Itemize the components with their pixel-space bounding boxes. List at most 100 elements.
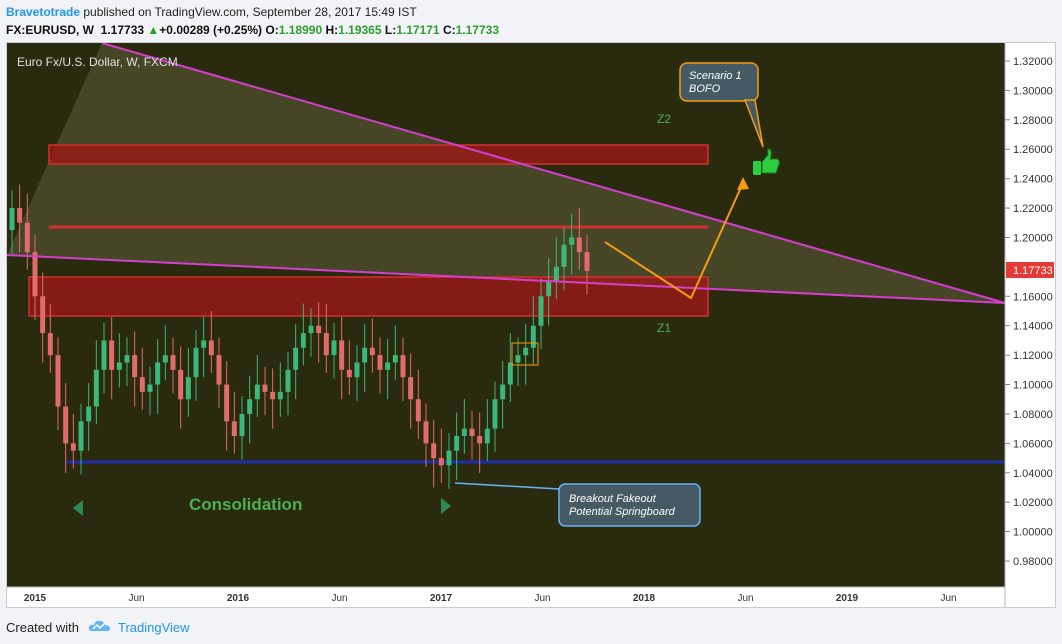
candle-body [216,355,222,385]
thumbs-up-icon [753,148,780,175]
price-chart[interactable]: Euro Fx/U.S. Dollar, W, FXCM Z2 Z1 Conso… [7,43,1055,607]
price-tick-label: 1.02000 [1013,497,1053,509]
candle-body [193,347,199,378]
candle-body [569,237,575,245]
lower-trendline [7,254,1006,304]
low-label: L: [384,23,397,37]
time-tick-label: Jun [534,593,550,604]
candle-body [308,325,314,334]
scenario-path-arrow [604,182,744,300]
price-tick-label: 1.10000 [1013,380,1053,392]
candle-body [147,384,153,392]
candle-body [369,347,375,356]
candle-body [339,340,345,370]
candle-body [262,384,268,392]
publish-line: Bravetotrade published on TradingView.co… [6,5,417,19]
time-tick-label: Jun [331,593,347,604]
price-tick-label: 1.06000 [1013,438,1053,450]
price-tick-label: 0.98000 [1013,556,1053,568]
scenario-callout-pointer [743,99,764,148]
price-tick-label: 1.14000 [1013,321,1053,333]
bofo-text: BOFO [689,83,721,95]
candle-body [63,406,69,444]
price-axis[interactable]: 1.32000 1.30000 1.28000 1.26000 1.24000 1.220… [1005,56,1053,568]
price-tick-label: 1.26000 [1013,144,1053,156]
time-tick-label: 2016 [227,593,250,604]
candle-body [408,377,414,400]
tradingview-logo-icon[interactable] [88,618,112,634]
candle-body [576,237,582,253]
time-axis[interactable]: 2015 Jun 2016 Jun 2017 Jun 2018 Jun 2019 Jun [24,593,957,604]
candle-body [293,347,299,370]
candle-body [201,340,207,348]
price-tick-label: 1.08000 [1013,409,1053,421]
zone-label-z2: Z2 [657,112,671,126]
candle-body [362,347,368,363]
candle-body [224,384,230,422]
left-arrow-icon [73,500,83,516]
open-value: 1.18990 [278,23,323,37]
candle-body [32,252,38,297]
open-label: O: [265,23,279,37]
zone-label-z1: Z1 [657,321,671,335]
candle-body [162,355,168,363]
right-arrow-icon [441,498,451,514]
price-tick-label: 1.22000 [1013,203,1053,215]
price-tick-label: 1.12000 [1013,350,1053,362]
candle-body [454,436,460,451]
candle-body [277,391,283,400]
candle-body [185,377,191,400]
candle-body [93,369,99,407]
candle-body [553,266,559,282]
arrow-head-icon [737,177,749,190]
candle-body [546,281,552,297]
candle-body [346,369,352,378]
chart-container[interactable]: Euro Fx/U.S. Dollar, W, FXCM Z2 Z1 Conso… [6,42,1056,608]
candle-body [239,413,245,436]
candle-body [500,384,506,400]
candle-body [507,362,513,385]
last-price: 1.17733 [100,23,145,37]
candle-body [47,333,53,356]
time-tick-label: Jun [737,593,753,604]
breakout-fakeout-text: Breakout Fakeout [569,493,657,505]
candle-body [469,428,475,436]
candle-body [55,355,61,407]
candle-body [484,428,490,444]
triangle-pattern-fill [7,43,1005,303]
candle-body [178,369,184,400]
price-tick-label: 1.00000 [1013,527,1053,539]
candle-body [170,355,176,370]
price-change: +0.00289 (+0.25%) [159,23,263,37]
candle-body [331,340,337,356]
tradingview-brand-link[interactable]: TradingView [118,620,190,635]
consolidation-label: Consolidation [189,495,302,514]
price-tick-label: 1.20000 [1013,232,1053,244]
ohlc-line: FX:EURUSD, W 1.17733 ▲+0.00289 (+0.25%) … [6,23,499,37]
candle-body [377,355,383,370]
candle-body [438,458,444,466]
published-text: published on TradingView.com, September … [80,5,417,19]
price-tick-label: 1.30000 [1013,85,1053,97]
breakout-callout-pointer [454,482,560,490]
candle-body [392,355,398,363]
author-link[interactable]: Bravetotrade [6,5,81,19]
candle-body [40,296,46,334]
chart-title: Euro Fx/U.S. Dollar, W, FXCM [17,55,178,69]
candle-body [300,333,306,348]
candle-body [9,208,15,231]
candle-body [538,296,544,326]
close-label: C: [442,23,456,37]
close-value: 1.17733 [455,23,499,37]
scenario-text: Scenario 1 [689,70,742,82]
candle-body [446,450,452,466]
price-tick-label: 1.32000 [1013,56,1053,68]
last-price-tag [1006,262,1054,278]
candle-body [208,340,214,356]
candle-body [124,355,130,363]
time-tick-label: 2019 [836,593,859,604]
price-tick-label: 1.24000 [1013,174,1053,186]
candle-body [132,355,138,378]
candle-body [116,362,122,370]
candle-body [561,244,567,267]
